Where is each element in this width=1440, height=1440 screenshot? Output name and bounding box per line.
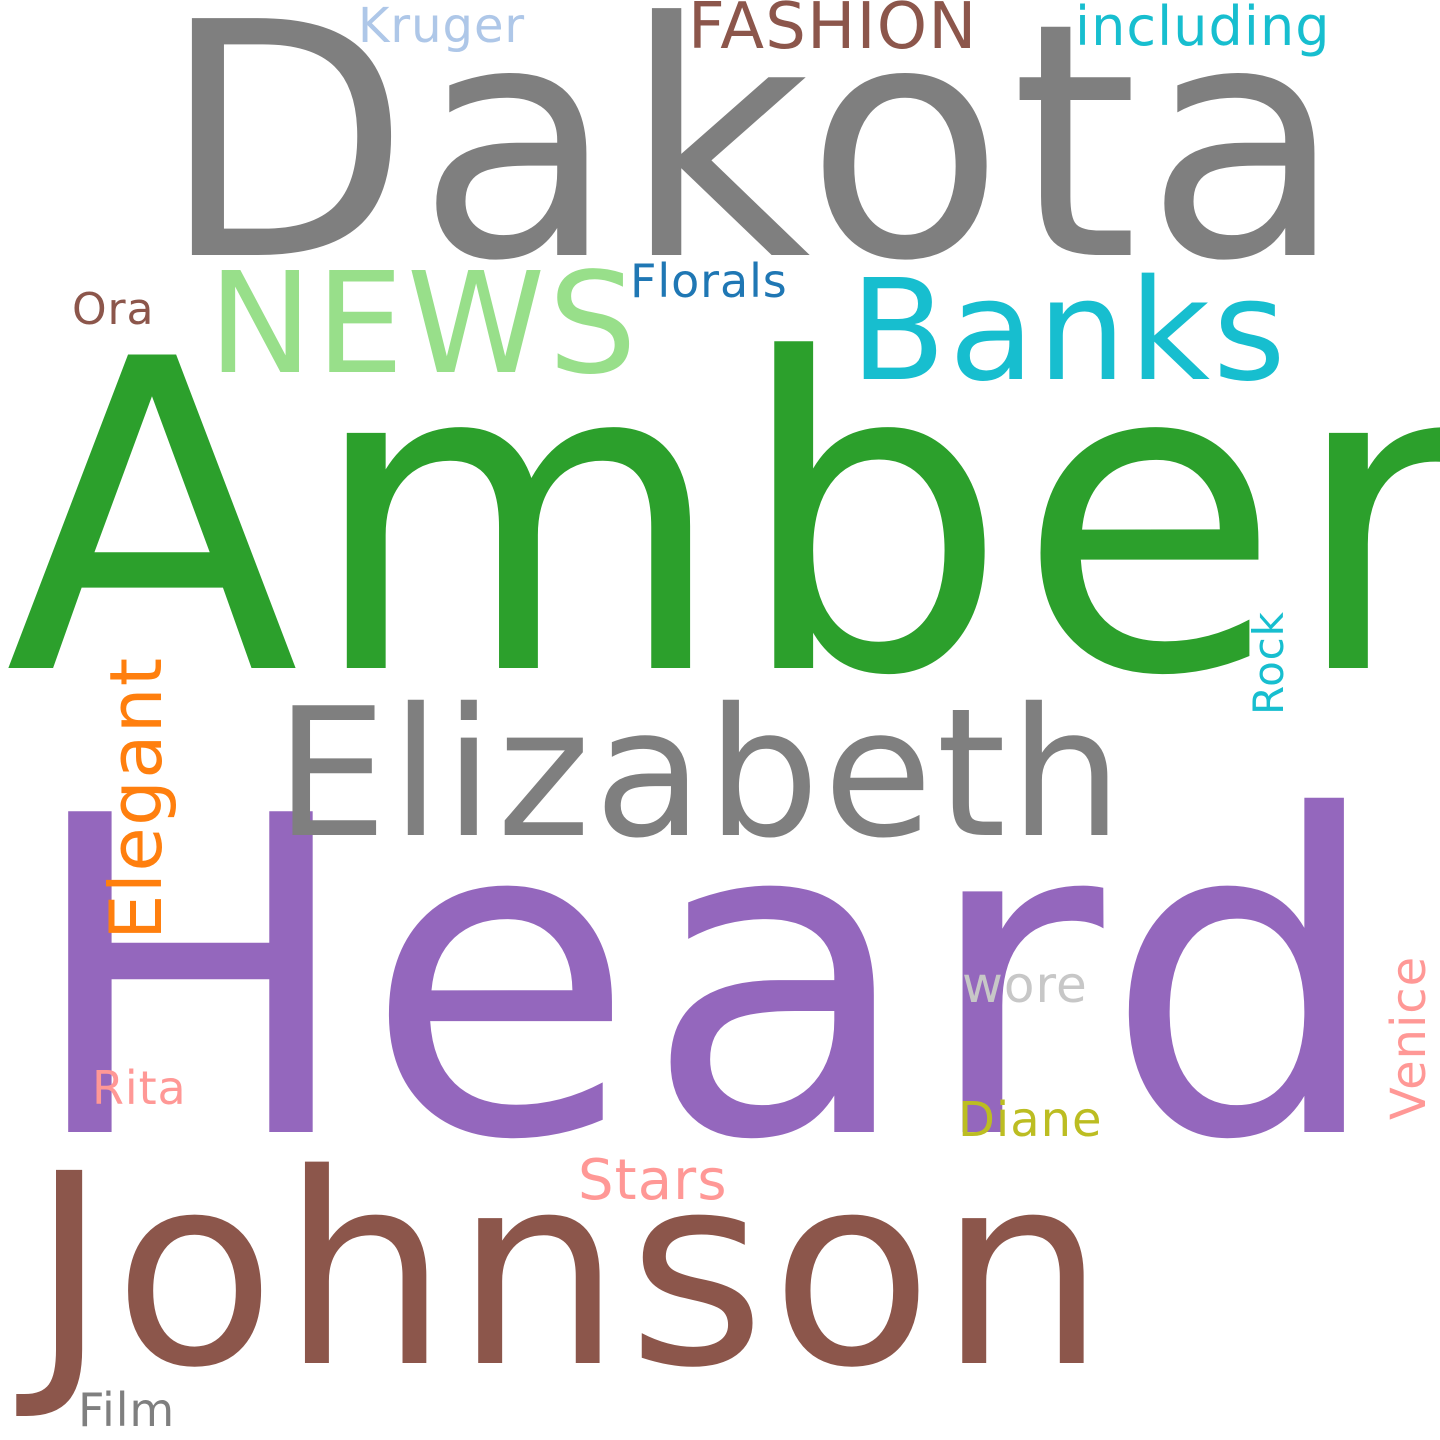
word-amber: Amber [5,270,1440,770]
word-elegant: Elegant [94,656,178,940]
word-film: Film [78,1383,176,1437]
word-including: including [1075,0,1331,58]
word-fashion: FASHION [688,0,978,64]
word-diane: Diane [958,1092,1103,1148]
word-elizabeth: Elizabeth [275,670,1127,877]
word-banks: Banks [850,250,1289,413]
word-news: NEWS [208,243,640,406]
word-rock: Rock [1244,611,1293,715]
word-wore: wore [962,956,1088,1014]
word-dakota: Dakota [160,0,1351,332]
word-stars: Stars [578,1148,728,1213]
word-heard: Heard [25,724,1393,1236]
word-venice: Venice [1381,955,1437,1120]
word-florals: Florals [630,254,788,308]
word-kruger: Kruger [358,0,526,54]
word-johnson: Johnson [30,1118,1112,1426]
word-ora: Ora [72,284,155,335]
word-rita: Rita [92,1061,187,1115]
